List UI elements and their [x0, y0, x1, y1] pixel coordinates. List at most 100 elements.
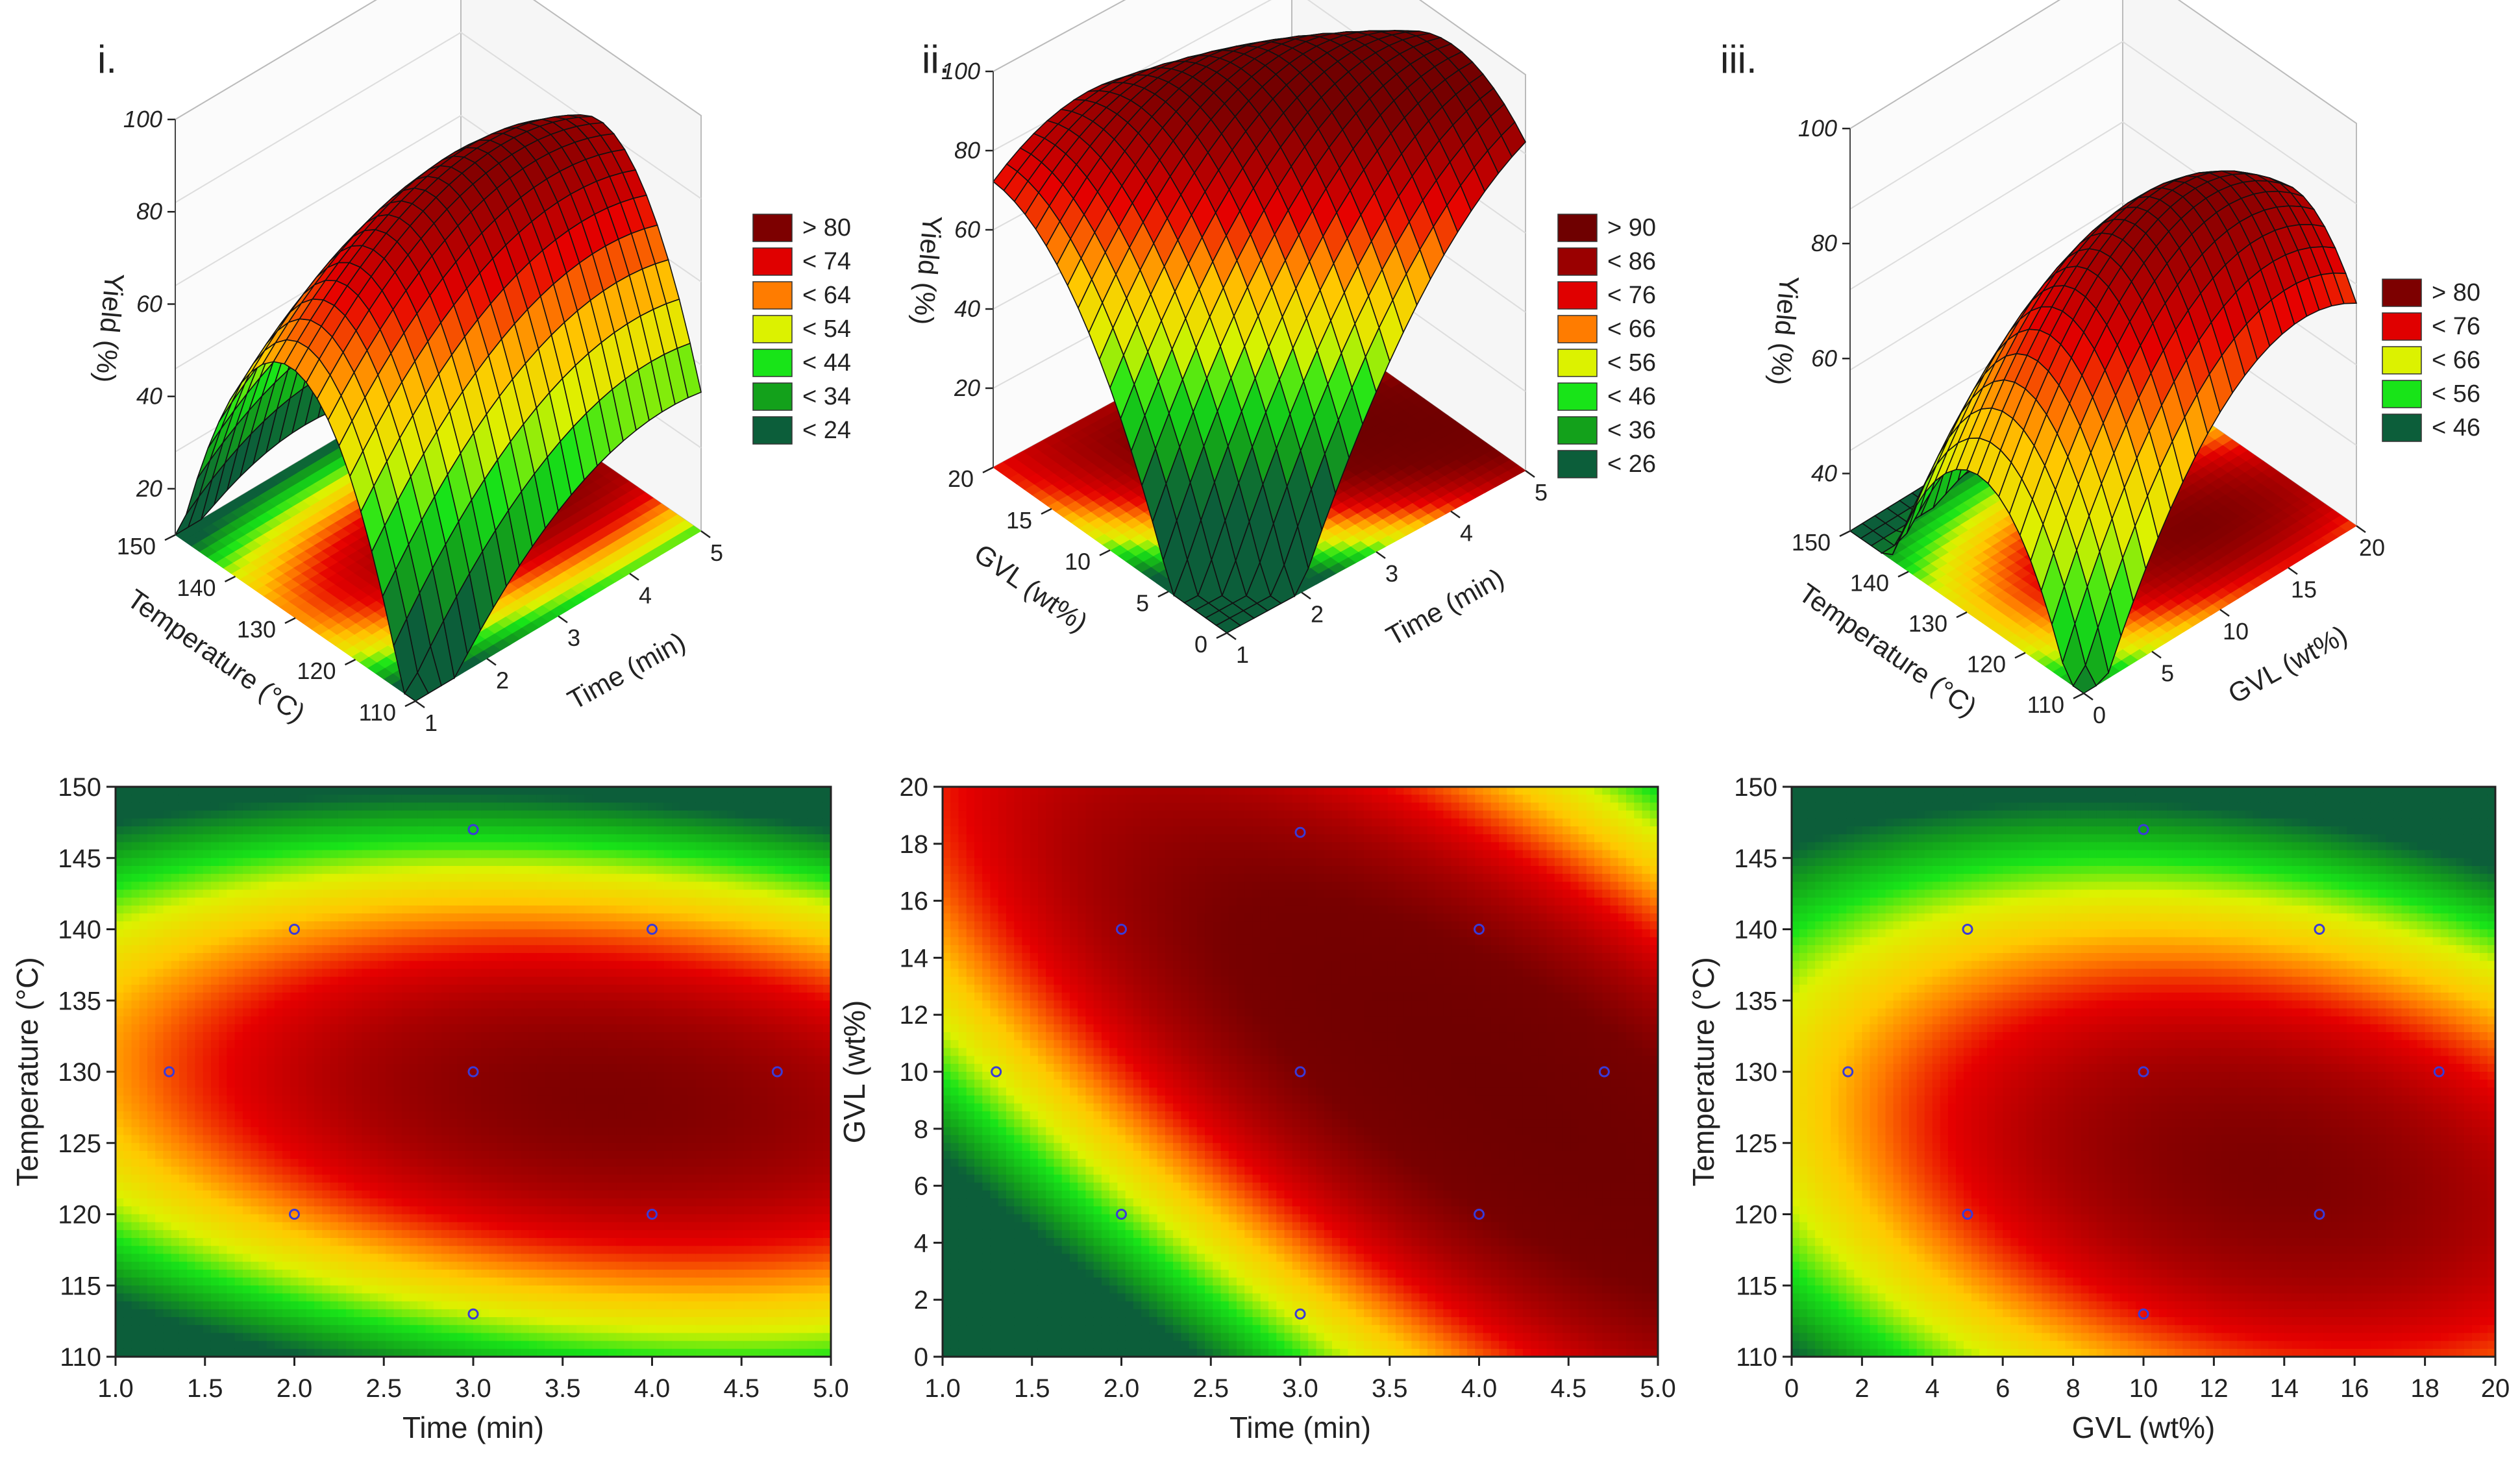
legend-label: < 66	[2432, 347, 2480, 374]
x-tick-label: 4.0	[1461, 1374, 1498, 1403]
legend-swatch	[1558, 349, 1597, 377]
x-tick-label: 0	[1785, 1374, 1799, 1403]
x-tick-label: 2	[1855, 1374, 1869, 1403]
y-tick-label: 115	[60, 1272, 101, 1300]
x-tick-label: 5.0	[1640, 1374, 1676, 1403]
z-tick-label: 20	[954, 375, 980, 401]
contour-fill	[1792, 787, 2496, 1357]
z-tick-label: 20	[136, 475, 162, 502]
y-tick-label: 115	[1736, 1272, 1777, 1300]
y-tick-mark	[983, 467, 993, 473]
y-tick-mark	[1217, 633, 1227, 638]
x-axis-title: Time (min)	[1381, 562, 1509, 652]
y-tick-label: 12	[900, 1001, 929, 1030]
x-tick-label: 2.5	[365, 1374, 402, 1403]
x-tick-label: 4	[639, 582, 652, 609]
legend-label: < 46	[2432, 414, 2480, 441]
y-tick-label: 15	[1006, 507, 1032, 534]
y-tick-label: 150	[1792, 529, 1831, 556]
x-axis-title: GVL (wt%)	[2072, 1411, 2216, 1444]
y-tick-label: 5	[1136, 589, 1149, 616]
legend-swatch	[753, 214, 792, 241]
x-tick-label: 4	[1925, 1374, 1940, 1403]
x-tick-label: 18	[2410, 1374, 2440, 1403]
z-tick-label: 80	[1811, 230, 1837, 256]
x-tick-label: 20	[2481, 1374, 2510, 1403]
x-tick-label: 20	[2359, 534, 2385, 561]
x-tick-mark	[1451, 512, 1460, 518]
x-tick-mark	[1227, 633, 1236, 639]
legend-swatch	[753, 383, 792, 410]
x-axis-title: Time (min)	[1229, 1411, 1371, 1444]
y-tick-label: 10	[900, 1058, 929, 1087]
legend-label: < 74	[802, 248, 851, 275]
y-tick-label: 0	[914, 1343, 928, 1372]
contour-plot-ii: 1.0 1.5 2.0 2.5 3.0 3.5 4.0 4.5 5.00246810121416…	[837, 773, 1676, 1444]
y-tick-label: 20	[948, 465, 974, 492]
y-tick-label: 150	[1734, 773, 1777, 802]
figure: i. ii. iii. 1234511012013014015020406080…	[0, 0, 2520, 1458]
y-tick-label: 140	[1734, 916, 1777, 945]
x-tick-label: 3.0	[455, 1374, 491, 1403]
y-tick-label: 4	[914, 1229, 928, 1257]
legend-label: < 36	[1607, 417, 1656, 444]
legend-swatch	[2382, 414, 2421, 441]
legend-label: < 24	[802, 417, 851, 444]
x-tick-label: 2	[1311, 601, 1324, 628]
legend-label: > 90	[1607, 214, 1656, 241]
legend-swatch	[1558, 282, 1597, 309]
y-tick-label: 140	[1850, 570, 1889, 597]
x-tick-label: 1.0	[97, 1374, 134, 1403]
x-tick-label: 2	[496, 667, 509, 694]
legend-label: < 46	[1607, 383, 1656, 410]
legend-swatch	[2382, 279, 2421, 306]
legend-swatch	[753, 315, 792, 343]
legend-label: < 44	[802, 349, 851, 377]
legend-label: < 56	[1607, 349, 1656, 377]
x-tick-label: 1.5	[1014, 1374, 1050, 1403]
z-tick-label: 100	[1798, 115, 1837, 142]
y-tick-label: 10	[1065, 549, 1091, 575]
legend-label: > 80	[802, 214, 851, 241]
x-tick-mark	[630, 574, 639, 580]
y-tick-mark	[1840, 531, 1850, 536]
x-tick-label: 0	[2093, 702, 2106, 728]
x-tick-mark	[558, 616, 567, 623]
x-tick-label: 5	[2161, 660, 2174, 687]
x-tick-label: 5	[710, 539, 723, 566]
x-tick-label: 4.5	[723, 1374, 760, 1403]
y-tick-label: 145	[58, 845, 101, 873]
x-tick-label: 3	[1385, 560, 1398, 587]
legend-swatch	[2382, 313, 2421, 340]
x-tick-label: 4	[1460, 520, 1473, 547]
y-tick-label: 150	[58, 773, 101, 802]
y-tick-label: 18	[900, 830, 929, 859]
y-tick-label: 150	[117, 533, 156, 560]
y-tick-label: 16	[900, 887, 929, 916]
y-tick-mark	[165, 535, 175, 540]
x-tick-label: 4.5	[1550, 1374, 1587, 1403]
y-tick-label: 130	[1909, 610, 1947, 637]
z-tick-label: 80	[136, 198, 162, 225]
x-tick-label: 1	[1236, 641, 1249, 668]
y-tick-mark	[1158, 591, 1168, 597]
panel-label-i: i.	[97, 38, 117, 81]
x-tick-label: 16	[2340, 1374, 2369, 1403]
z-axis-title: Yield (%)	[908, 214, 948, 326]
legend-label: < 76	[2432, 313, 2480, 340]
z-tick-label: 100	[123, 106, 162, 132]
contour-fill	[943, 787, 1659, 1357]
y-axis-title: GVL (wt%)	[837, 1000, 871, 1144]
x-tick-label: 3.5	[1372, 1374, 1408, 1403]
z-tick-label: 80	[954, 137, 980, 164]
y-tick-label: 140	[177, 575, 216, 601]
legend-label: > 80	[2432, 279, 2480, 306]
z-tick-label: 60	[954, 216, 980, 243]
legend-i: > 80< 74< 64< 54< 44< 34< 24	[753, 214, 851, 444]
x-tick-mark	[701, 531, 710, 537]
x-tick-mark	[415, 701, 425, 708]
contour-plot-i: 1.0 1.5 2.0 2.5 3.0 3.5 4.0 4.5 5.01101151201251…	[10, 773, 849, 1444]
legend-swatch	[753, 248, 792, 275]
y-axis-title: Temperature (°C)	[1686, 957, 1720, 1186]
